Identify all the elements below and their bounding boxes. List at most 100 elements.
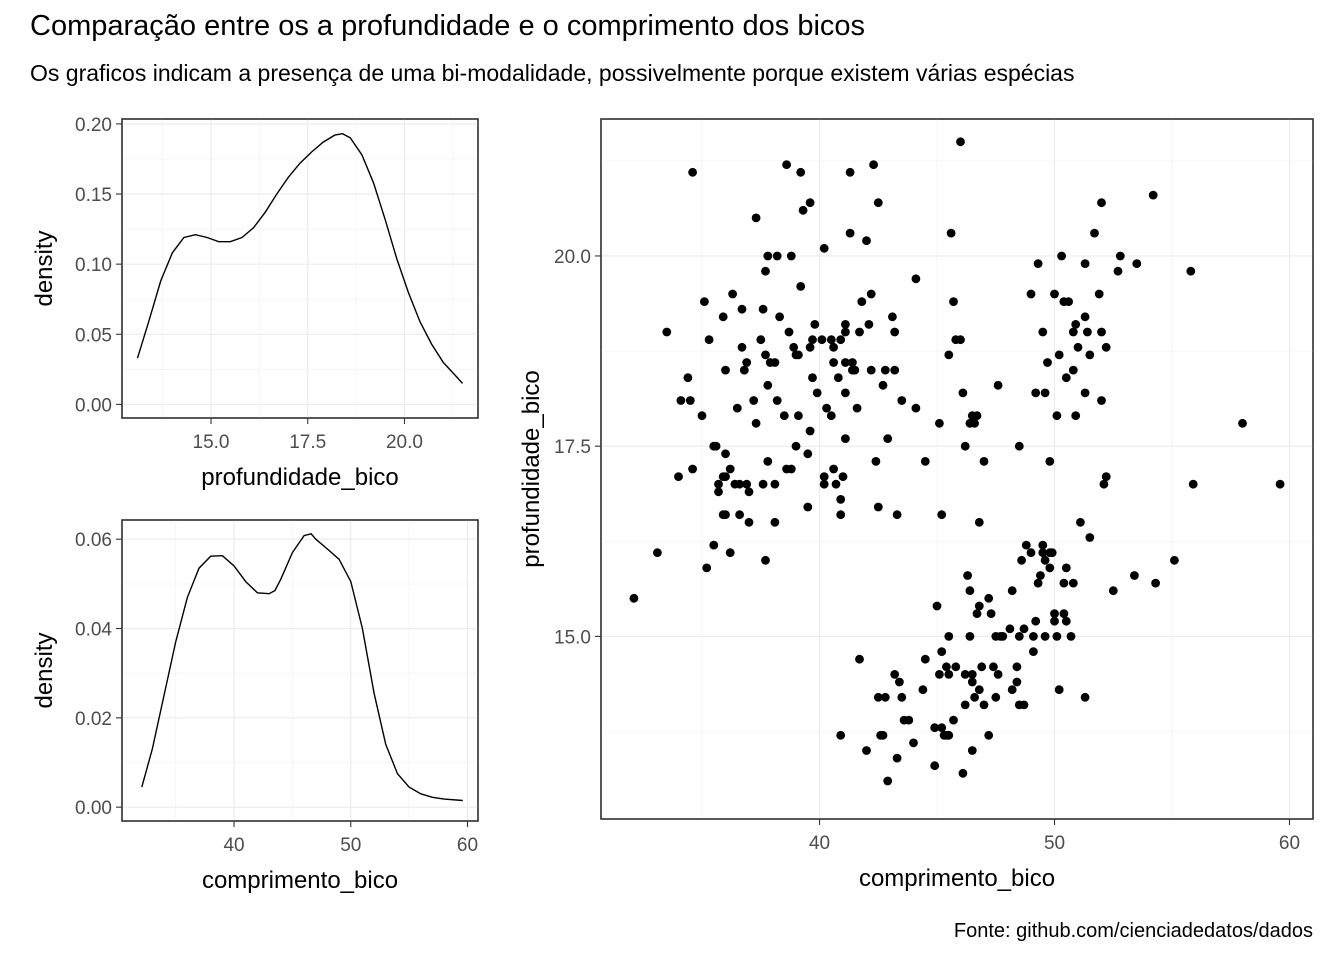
scatter-point bbox=[1097, 396, 1106, 405]
scatter-point bbox=[1130, 571, 1139, 580]
scatter-point bbox=[803, 449, 813, 459]
density-depth-x-axis-title: profundidade_bico bbox=[201, 464, 399, 491]
scatter-point bbox=[935, 418, 944, 428]
scatter-point bbox=[758, 304, 768, 314]
scatter-point bbox=[880, 365, 890, 375]
scatter-point bbox=[756, 335, 766, 345]
scatter-point bbox=[1029, 647, 1038, 656]
scatter-point bbox=[944, 632, 954, 641]
scatter-point bbox=[967, 670, 977, 679]
density-depth-curve bbox=[136, 132, 464, 384]
scatter-point bbox=[986, 609, 996, 618]
scatter-point bbox=[1275, 479, 1285, 489]
scatter-point bbox=[845, 167, 855, 177]
scatter-point bbox=[1085, 350, 1095, 360]
density-depth-y-tick-label: 0.00 bbox=[75, 395, 112, 416]
scatter-point bbox=[836, 510, 846, 520]
density-depth-y-tick-label: 0.05 bbox=[75, 325, 112, 346]
density-depth-x-tick-label: 17.5 bbox=[289, 432, 326, 453]
density-depth-x-tick-label: 15.0 bbox=[193, 432, 230, 453]
scatter-point bbox=[772, 251, 782, 261]
scatter-point bbox=[721, 365, 730, 375]
scatter-point bbox=[737, 304, 747, 314]
scatter-point bbox=[974, 517, 984, 527]
scatter-point bbox=[744, 487, 754, 497]
scatter-y-tick-label: 17.5 bbox=[554, 437, 591, 458]
scatter-point bbox=[805, 198, 815, 208]
scatter-point bbox=[1066, 632, 1076, 641]
scatter-panel-border bbox=[600, 118, 1314, 820]
density-depth-x-tick-label: 20.0 bbox=[386, 432, 423, 453]
scatter-point bbox=[697, 411, 707, 421]
scatter-point bbox=[895, 677, 904, 687]
scatter-point bbox=[920, 457, 930, 466]
density-length-y-axis-title: density bbox=[31, 632, 58, 708]
scatter-point bbox=[897, 692, 907, 702]
scatter-point bbox=[1090, 228, 1099, 238]
scatter-point bbox=[819, 479, 829, 489]
scatter-point bbox=[998, 632, 1008, 641]
scatter-point bbox=[993, 670, 1003, 679]
scatter-point bbox=[732, 403, 742, 413]
scatter-point bbox=[888, 312, 897, 322]
scatter-point bbox=[890, 327, 900, 337]
scatter-x-tick-label: 40 bbox=[809, 833, 830, 854]
scatter-point bbox=[751, 418, 761, 428]
density-length-y-tick-label: 0.00 bbox=[75, 798, 112, 819]
scatter-point bbox=[970, 692, 979, 702]
scatter-point bbox=[836, 495, 846, 504]
scatter-point bbox=[892, 753, 902, 763]
scatter-point bbox=[721, 472, 730, 481]
scatter-point bbox=[871, 457, 881, 466]
scatter-point bbox=[1073, 342, 1083, 352]
scatter-point bbox=[1068, 578, 1078, 588]
density-length-y-tick-label: 0.04 bbox=[75, 620, 112, 641]
scatter-point bbox=[728, 289, 737, 299]
scatter-point bbox=[1059, 578, 1069, 588]
density-length-panel: 40 50 60 0.00 0.02 0.04 0.06 comprimento_bico de… bbox=[31, 519, 479, 894]
scatter-point bbox=[794, 350, 803, 360]
scatter-point bbox=[711, 441, 721, 451]
scatter-point bbox=[761, 350, 770, 360]
scatter-point bbox=[784, 327, 794, 337]
scatter-point bbox=[993, 380, 1003, 390]
scatter-point bbox=[920, 654, 930, 664]
scatter-point bbox=[796, 167, 806, 177]
scatter-point bbox=[864, 320, 874, 329]
scatter-point bbox=[1014, 441, 1024, 451]
chart-caption: Fonte: github.com/cienciadedatos/dados bbox=[953, 920, 1313, 942]
scatter-point bbox=[1101, 342, 1111, 352]
scatter-point bbox=[937, 510, 947, 520]
scatter-point bbox=[1050, 616, 1059, 626]
scatter-point bbox=[805, 342, 815, 352]
scatter-point bbox=[782, 160, 791, 170]
scatter-point bbox=[904, 715, 914, 725]
density-length-gridlines bbox=[122, 520, 478, 821]
scatter-point bbox=[1054, 350, 1064, 360]
scatter-point bbox=[629, 593, 639, 603]
scatter-point bbox=[852, 403, 862, 413]
scatter-point bbox=[770, 479, 780, 489]
scatter-point bbox=[688, 167, 697, 177]
scatter-point bbox=[960, 670, 970, 679]
scatter-point bbox=[911, 403, 921, 413]
scatter-point bbox=[744, 517, 754, 527]
scatter-point bbox=[970, 418, 979, 428]
scatter-point bbox=[1080, 312, 1090, 322]
scatter-point bbox=[1045, 563, 1055, 573]
scatter-point bbox=[1071, 320, 1081, 329]
scatter-point bbox=[897, 396, 907, 405]
scatter-point bbox=[984, 730, 994, 740]
scatter-point bbox=[1061, 616, 1071, 626]
scatter-point bbox=[845, 228, 855, 238]
scatter-point bbox=[735, 510, 744, 520]
scatter-point bbox=[653, 548, 662, 558]
scatter-point bbox=[956, 335, 965, 345]
scatter-point bbox=[805, 426, 815, 436]
scatter-point bbox=[836, 335, 846, 345]
scatter-point bbox=[1012, 677, 1022, 687]
scatter-point bbox=[855, 654, 864, 664]
scatter-point bbox=[1050, 289, 1059, 299]
scatter-point bbox=[890, 670, 900, 679]
scatter-point bbox=[1031, 388, 1041, 398]
